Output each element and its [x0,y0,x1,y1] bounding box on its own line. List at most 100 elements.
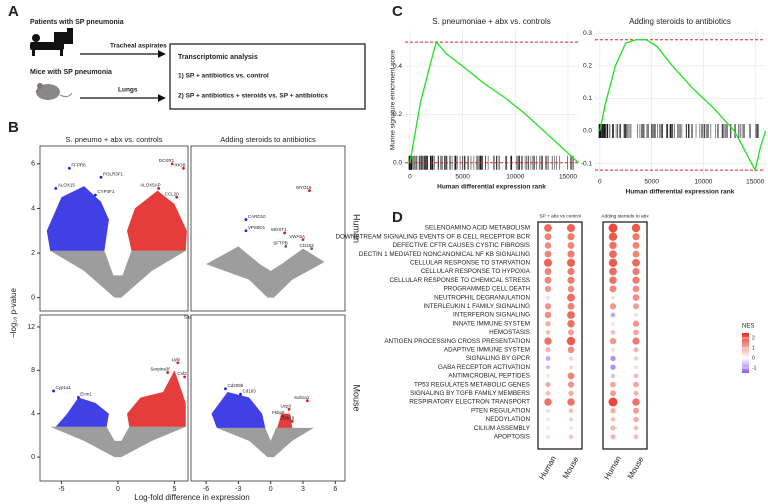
nes-dot [608,232,618,241]
nes-dot [609,337,617,345]
label: Tracheal aspirates [110,43,167,50]
gene-point [290,419,294,423]
nes-dot [544,303,552,310]
nes-dot [567,293,575,302]
nes-dot [544,224,552,232]
gene-point [176,361,180,365]
y-tick-label: 4 [31,411,35,418]
nes-dot [567,398,575,406]
gene-point [170,162,174,166]
nes-dot [544,337,552,345]
gene-point [52,389,55,393]
nes-dot [609,285,617,293]
enrichment-curve [409,40,579,164]
y-tick-label: 2 [31,250,35,257]
pathway-label: PTEN REGULATION [471,407,530,414]
nes-dot [610,355,616,362]
y-tick-label: 0 [31,454,35,461]
x-tick-label: -6 [203,486,209,493]
y-tick-label: 0.2 [393,111,402,118]
nes-dot [544,250,552,258]
pathway-label: TP53 REGULATES METABOLIC GENES [414,381,530,388]
nes-dot [610,330,616,335]
box-title: Transcriptomic analysis [178,54,258,61]
nes-dot [609,303,617,310]
nes-dot [610,425,616,431]
gene-label: Cyp1a1 [56,385,72,390]
x-tick-label: -5 [58,486,64,493]
gene-label: ALOX5AP [140,183,161,188]
pathway-label: GABA RECEPTOR ACTIVATION [438,364,530,371]
nes-dot [566,258,576,267]
gene-point [224,387,227,391]
nes-dot [567,381,575,388]
gene-label: VPS8D1 [248,225,266,230]
gene-point [77,396,80,399]
pathway-label: SIGNALING BY TGFB FAMILY MEMBERS [410,390,530,397]
nes-dot [633,416,639,423]
legend-title: NES [742,324,754,330]
pathway-label: RESPIRATORY ELECTRON TRANSPORT [409,399,530,406]
nes-dot [567,276,575,284]
gene-label: Fkbp5 [272,410,285,415]
pathway-label: ANTIGEN PROCESSING CROSS PRESENTATION [384,338,530,345]
pathway-label: CELLULAR RESPONSE TO HYPOXIA [421,268,531,275]
nes-dot [546,426,550,430]
pathway-label: SELENOAMINO ACID METABOLISM [425,225,530,232]
x-axis-label: Human differential expression rank [437,184,546,191]
gene-point [310,247,314,250]
nes-dot [611,321,615,326]
nes-dot [634,365,638,370]
gene-label: IHOB [174,162,185,167]
group-title: Adding steroids to abx [601,213,649,219]
nes-dot [568,329,574,336]
analysis-box [169,43,366,110]
nes-dot [610,434,616,440]
nes-dot [632,267,640,276]
gene-label: Sult1a1 [294,395,310,400]
x-tick-label: 10000 [506,174,524,181]
nes-dot [567,319,575,328]
nes-dot [633,381,639,388]
nes-dot [568,417,574,422]
nes-dot [608,258,618,267]
nes-dot [632,250,640,258]
x-tick-label: 3 [301,486,305,493]
panel-letter: C [392,3,403,20]
label: Mice with SP pneumonia [30,69,112,76]
pathway-label: INTERFERON SIGNALING [453,312,530,319]
nes-dot [545,330,551,335]
column-label: Mouse [626,455,646,481]
chart-title: S. pneumoniae + abx vs. controls [432,17,551,26]
point-cloud [46,186,109,251]
x-tick-label: -3 [235,486,241,493]
nes-dot [632,337,640,345]
plot-area [595,30,765,175]
nes-dot [633,356,639,361]
gene-label: DCXR1 [159,158,175,163]
nes-dot [567,267,575,276]
nes-dot [567,346,575,354]
y-tick-label: 0.2 [583,63,592,70]
nes-dot [610,381,616,388]
gene-label: Csf3 [177,371,187,376]
box-item: 1) SP + antibiotics vs. control [178,73,269,80]
box-item: 2) SP + antibiotics + steroids vs. SP + … [178,93,328,100]
gene-label: CCL20 [165,191,180,196]
nes-dot [544,311,552,319]
nes-dot [568,390,574,396]
nes-dot [544,233,552,241]
pathway-label: ANTIMICROBIAL PEPTIDES [448,373,530,380]
nes-dot [610,364,616,370]
pathway-label: APOPTOSIS [494,433,530,440]
gene-point [308,189,311,192]
x-tick-label: 5 [172,486,176,493]
nes-dot [609,250,617,258]
gene-label: Ly6i [172,357,180,362]
gene-point [93,193,97,197]
pathway-label: DECTIN 1 MEDIATED NONCANONICAL NF KB SIG… [359,251,530,258]
nes-dot [545,347,551,353]
nes-dot [544,268,552,275]
point-cloud [126,370,186,427]
nes-dot [567,372,575,380]
